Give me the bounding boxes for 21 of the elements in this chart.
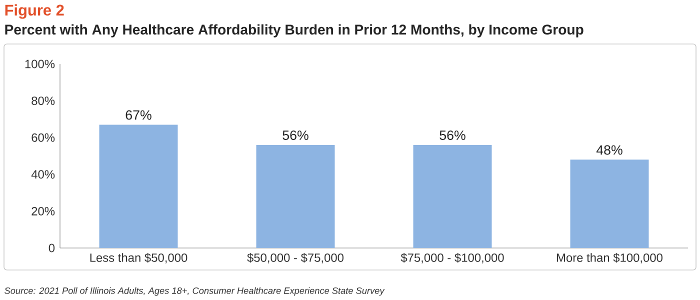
chart-subtitle: Percent with Any Healthcare Affordability Burden in Prior 12 Months, by Income Group <box>5 24 584 38</box>
y-tick-label: 60% <box>32 133 55 142</box>
source-note: Source: 2021 Poll of Illinois Adults, Ages 18+, Consumer Healthcare Experience State Survey <box>4 287 385 296</box>
y-tick-label: 100% <box>25 60 55 68</box>
bar <box>99 124 178 248</box>
y-tick-label: 80% <box>32 96 55 106</box>
bar <box>413 144 492 248</box>
y-tick-label: 0 <box>48 244 55 252</box>
data-label: 67% <box>126 110 152 120</box>
x-tick-label: Less than $50,000 <box>90 252 188 264</box>
data-label: 56% <box>282 130 308 140</box>
data-label: 56% <box>440 130 466 140</box>
x-tick-label: $50,000 - $75,000 <box>247 252 344 264</box>
data-label: 48% <box>596 145 622 155</box>
bar <box>570 160 649 248</box>
chart-title: Figure 2 <box>5 4 64 19</box>
bar <box>256 144 335 248</box>
y-tick-label: 40% <box>31 170 55 179</box>
y-tick-label: 20% <box>32 206 55 216</box>
x-tick-label: $75,000 - $100,000 <box>400 252 504 264</box>
x-tick-label: More than $100,000 <box>556 252 662 264</box>
